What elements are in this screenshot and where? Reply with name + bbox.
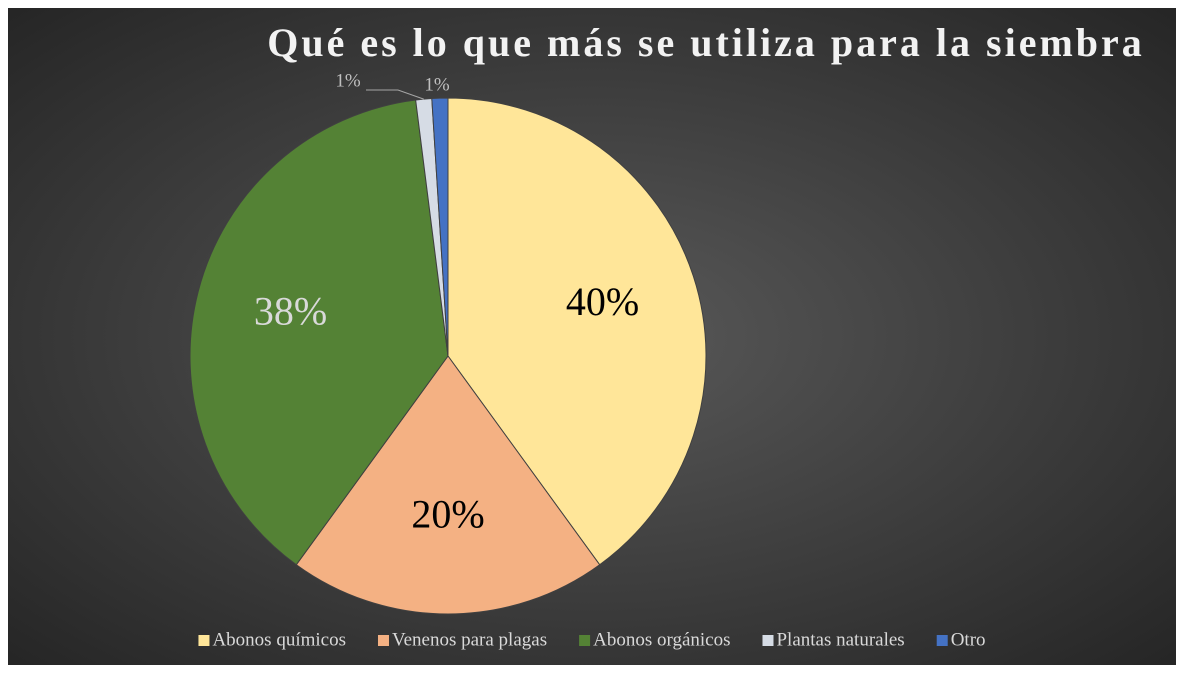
legend-swatch: [762, 635, 774, 646]
legend-label: Plantas naturales: [776, 629, 904, 650]
data-label: 1%: [424, 74, 450, 95]
pie-slice: [447, 97, 707, 566]
pie-slice: [295, 355, 601, 615]
data-label: 1%: [335, 70, 361, 91]
legend-label: Venenos para plagas: [392, 629, 547, 650]
legend-swatch: [198, 635, 210, 646]
legend-swatch: [377, 635, 389, 646]
pie-slice: [189, 99, 449, 566]
data-label: 38%: [254, 289, 327, 334]
legend-label: Abonos orgánicos: [593, 629, 730, 650]
legend-label: Otro: [951, 629, 986, 650]
data-label: 20%: [411, 492, 484, 537]
pie-slice: [431, 97, 449, 357]
legend-swatch: [579, 635, 591, 646]
data-label: 40%: [566, 279, 639, 324]
leader-line: [366, 89, 424, 100]
legend-swatch: [936, 635, 948, 646]
chart-title: Qué es lo que más se utiliza para la sie…: [267, 20, 1145, 65]
legend-label: Abonos químicos: [212, 629, 346, 650]
